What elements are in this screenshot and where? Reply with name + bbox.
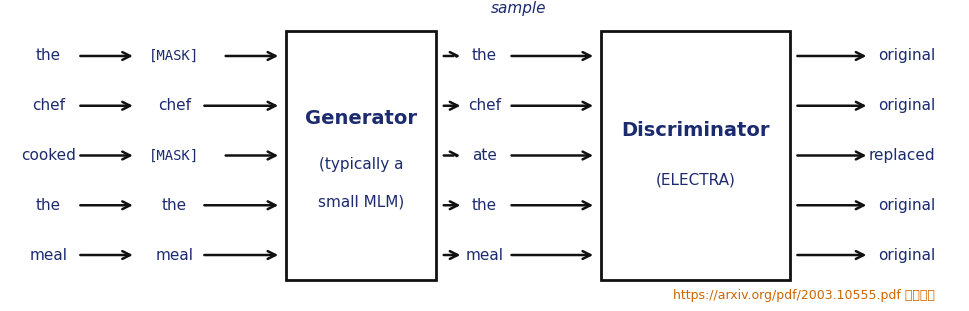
Text: original: original xyxy=(878,248,935,262)
Text: chef: chef xyxy=(158,98,191,113)
Text: original: original xyxy=(878,198,935,213)
Text: original: original xyxy=(878,49,935,63)
Text: (typically a: (typically a xyxy=(319,157,403,172)
Text: chef: chef xyxy=(468,98,501,113)
Text: the: the xyxy=(472,198,497,213)
Text: the: the xyxy=(36,198,61,213)
Text: original: original xyxy=(878,98,935,113)
Text: small MLM): small MLM) xyxy=(318,195,404,210)
Text: the: the xyxy=(36,49,61,63)
Text: chef: chef xyxy=(32,98,65,113)
Text: replaced: replaced xyxy=(868,148,935,163)
Text: meal: meal xyxy=(29,248,68,262)
Bar xyxy=(601,31,790,280)
Text: ate: ate xyxy=(472,148,497,163)
Text: Discriminator: Discriminator xyxy=(621,121,769,140)
Text: sample: sample xyxy=(490,1,547,16)
Text: https://arxiv.org/pdf/2003.10555.pdf より引用: https://arxiv.org/pdf/2003.10555.pdf より引… xyxy=(673,289,935,302)
Text: meal: meal xyxy=(155,248,194,262)
Text: meal: meal xyxy=(465,248,504,262)
Text: [MASK]: [MASK] xyxy=(149,148,200,163)
Text: (ELECTRA): (ELECTRA) xyxy=(655,173,735,188)
Bar xyxy=(286,31,436,280)
Text: the: the xyxy=(162,198,187,213)
Text: Generator: Generator xyxy=(305,109,417,128)
Text: cooked: cooked xyxy=(21,148,76,163)
Text: [MASK]: [MASK] xyxy=(149,49,200,63)
Text: the: the xyxy=(472,49,497,63)
